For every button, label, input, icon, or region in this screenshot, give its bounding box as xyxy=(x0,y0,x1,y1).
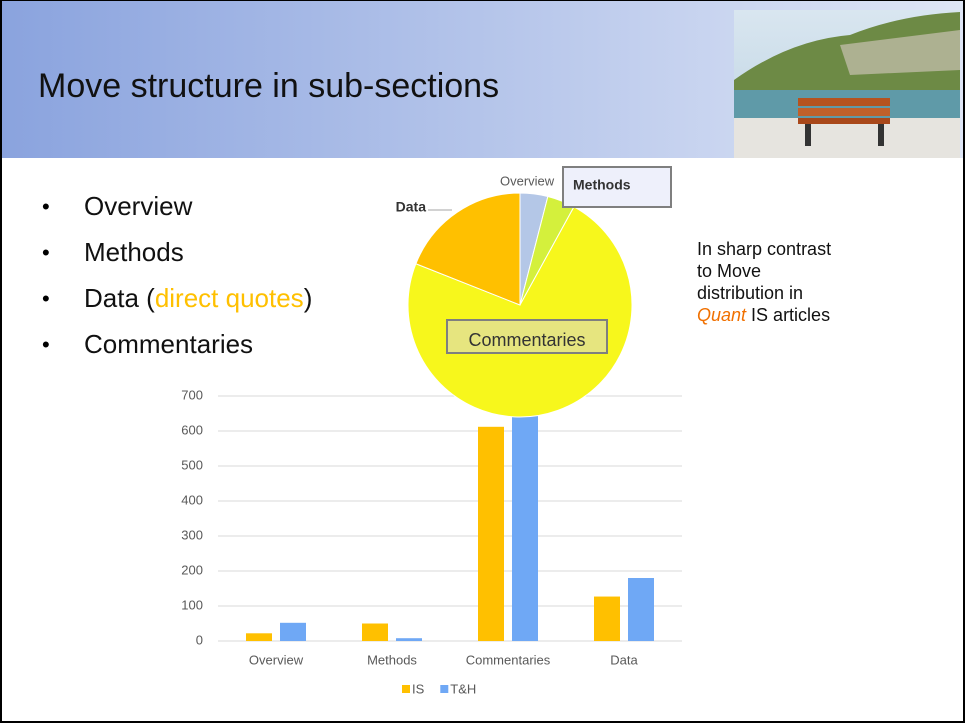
slide: Move structure in sub-sections • Overview… xyxy=(0,0,965,723)
pie-label: Overview xyxy=(500,173,555,188)
bullet-item: Data (direct quotes) xyxy=(84,283,312,313)
slide-canvas: Move structure in sub-sections • Overview… xyxy=(0,0,965,723)
bar xyxy=(396,638,422,641)
bullet-text: Overview xyxy=(84,191,193,221)
y-tick-label: 400 xyxy=(181,492,203,507)
bullet-dot: • xyxy=(42,286,50,311)
note-line: to Move xyxy=(697,261,761,281)
bullet-text: direct quotes xyxy=(155,283,304,313)
y-tick-label: 100 xyxy=(181,597,203,612)
bullet-dot: • xyxy=(42,240,50,265)
slide-title: Move structure in sub-sections xyxy=(38,67,499,105)
legend-label: IS xyxy=(412,681,425,696)
bar xyxy=(280,623,306,641)
note-emphasis: Quant xyxy=(697,305,747,325)
x-tick-label: Methods xyxy=(367,652,417,667)
bar xyxy=(246,633,272,641)
note-line: distribution in xyxy=(697,283,803,303)
y-tick-label: 300 xyxy=(181,527,203,542)
x-tick-label: Commentaries xyxy=(466,652,551,667)
legend-swatch xyxy=(402,685,410,693)
bullet-text: Data ( xyxy=(84,283,155,313)
bullet-text: ) xyxy=(304,283,313,313)
y-tick-label: 200 xyxy=(181,562,203,577)
legend-swatch xyxy=(440,685,448,693)
bullet-item: Methods xyxy=(84,237,184,267)
bullet-dot: • xyxy=(42,194,50,219)
note-line: In sharp contrast xyxy=(697,239,831,259)
legend-label: T&H xyxy=(450,681,476,696)
chart: 0 100 200 300 400 500 600 700 Overview Methods Com… xyxy=(181,167,682,696)
bar xyxy=(512,403,538,641)
bullet-dot: • xyxy=(42,332,50,357)
bullet-text: Commentaries xyxy=(84,329,253,359)
bar xyxy=(628,578,654,641)
pie-label: Commentaries xyxy=(468,330,585,350)
y-tick-label: 500 xyxy=(181,457,203,472)
bar xyxy=(362,624,388,642)
y-tick-label: 700 xyxy=(181,387,203,402)
note-line: Quant IS articles xyxy=(697,305,830,325)
x-tick-label: Data xyxy=(610,652,638,667)
bench-photo xyxy=(734,10,960,158)
bullet-list: • Overview • Methods • Data (direct quotes) • C… xyxy=(42,191,312,359)
x-tick-label: Overview xyxy=(249,652,304,667)
y-tick-label: 600 xyxy=(181,422,203,437)
bullet-item: Commentaries xyxy=(84,329,253,359)
pie-label: Methods xyxy=(573,177,631,193)
bar xyxy=(478,427,504,641)
y-tick-label: 0 xyxy=(196,632,203,647)
bullet-text: Methods xyxy=(84,237,184,267)
bar xyxy=(594,597,620,641)
pie-label: Data xyxy=(396,199,427,215)
note-text: IS articles xyxy=(746,305,830,325)
bullet-item: Overview xyxy=(84,191,193,221)
